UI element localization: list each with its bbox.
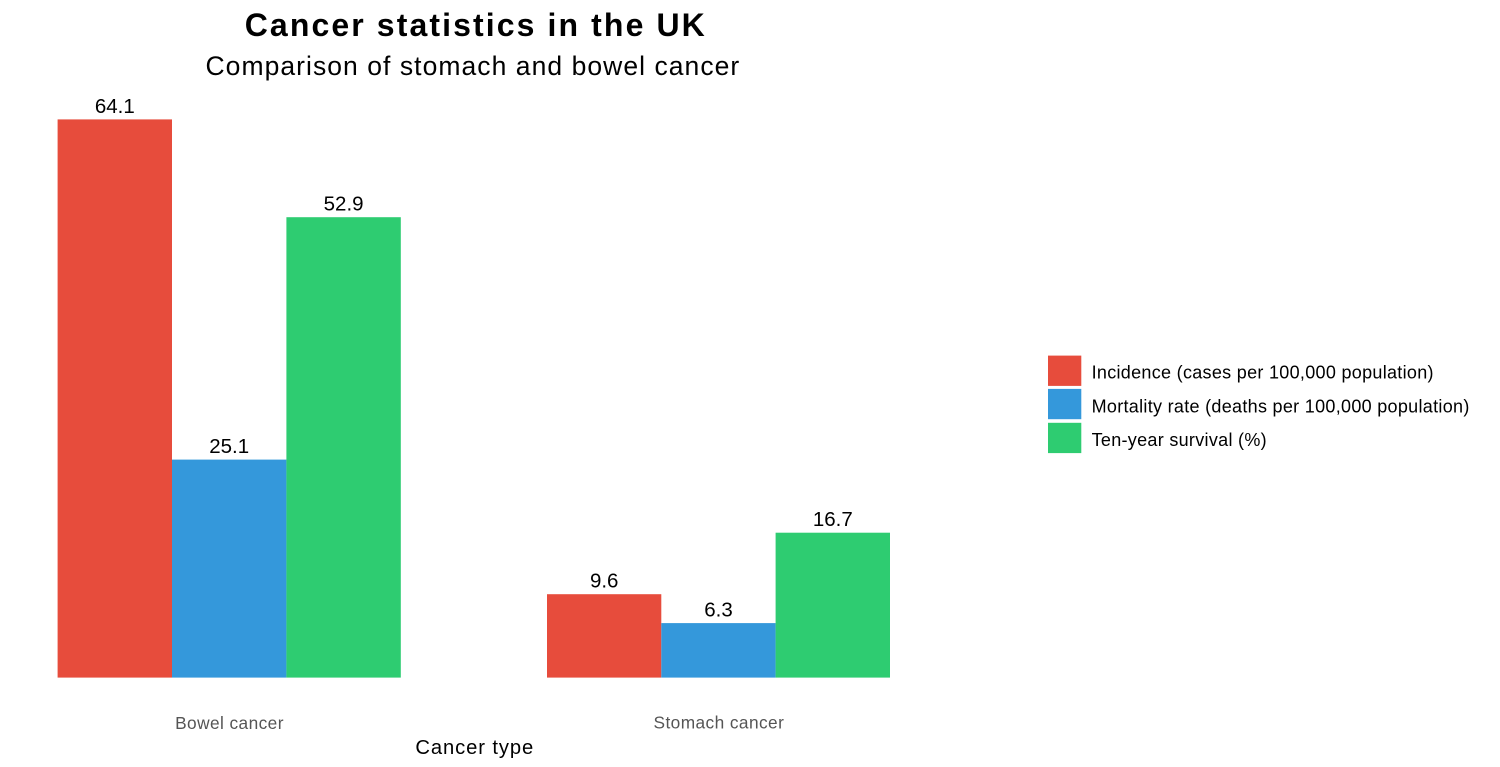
- svg-text:16.7: 16.7: [813, 508, 853, 531]
- svg-text:Comparison of stomach and bowe: Comparison of stomach and bowel cancer: [205, 51, 740, 81]
- svg-text:Stomach cancer: Stomach cancer: [654, 713, 785, 733]
- svg-text:6.3: 6.3: [704, 599, 733, 622]
- svg-text:25.1: 25.1: [209, 435, 249, 458]
- svg-text:Bowel cancer: Bowel cancer: [175, 713, 284, 733]
- svg-text:64.1: 64.1: [95, 95, 135, 118]
- svg-text:Cancer type: Cancer type: [415, 737, 534, 759]
- svg-text:Incidence (cases per 100,000 p: Incidence (cases per 100,000 population): [1092, 363, 1434, 383]
- svg-text:Ten-year survival (%): Ten-year survival (%): [1092, 430, 1267, 450]
- svg-text:Cancer statistics in the UK: Cancer statistics in the UK: [245, 7, 707, 43]
- svg-text:52.9: 52.9: [324, 193, 364, 216]
- svg-text:9.6: 9.6: [590, 570, 619, 593]
- svg-text:Mortality rate (deaths per 100: Mortality rate (deaths per 100,000 popul…: [1092, 396, 1470, 416]
